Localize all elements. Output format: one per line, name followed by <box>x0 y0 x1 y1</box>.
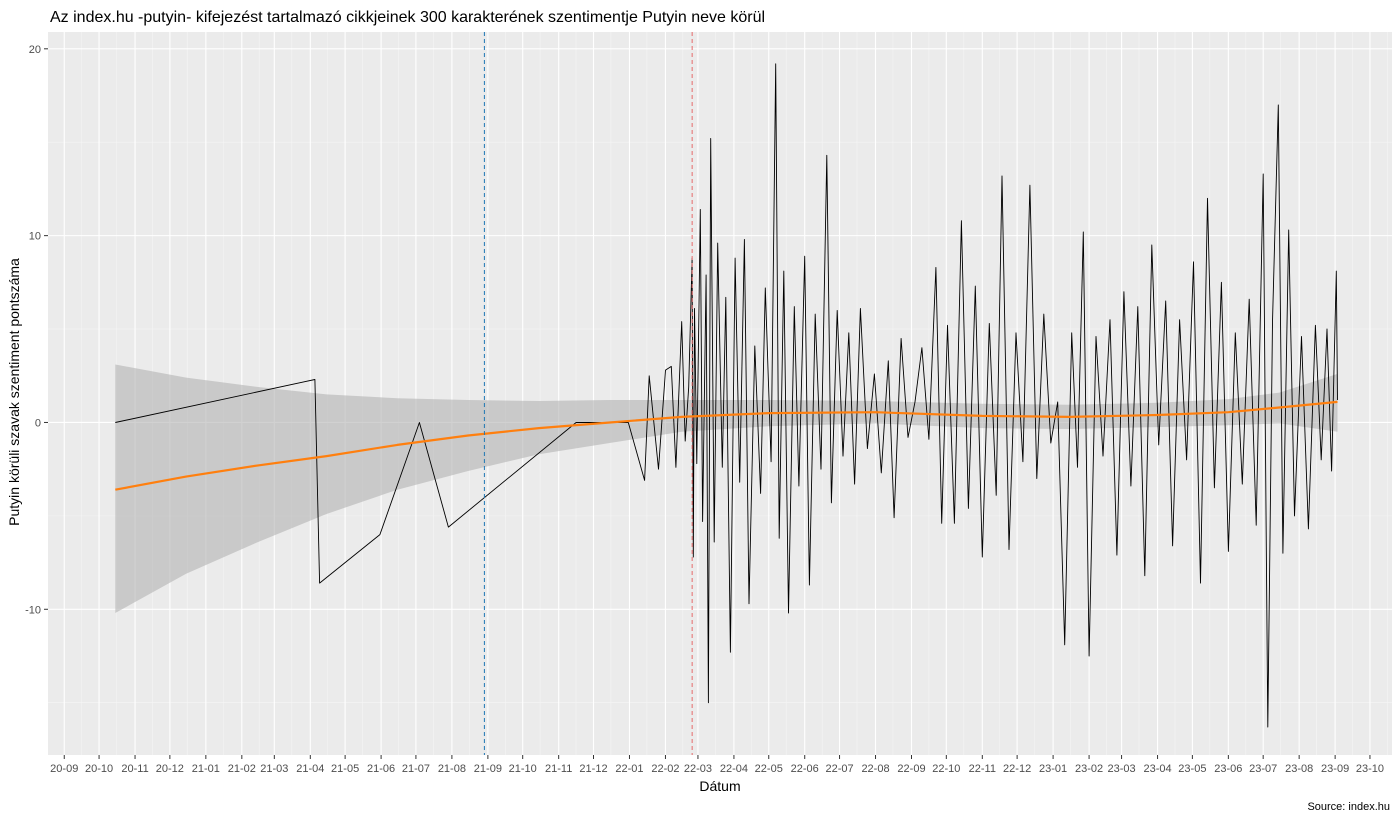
x-tick-label: 21-03 <box>260 763 288 775</box>
y-tick-label: -10 <box>25 604 41 616</box>
x-tick-label: 22-07 <box>825 763 853 775</box>
x-tick-label: 23-04 <box>1143 763 1171 775</box>
x-tick-label: 21-12 <box>579 763 607 775</box>
x-tick-label: 21-02 <box>228 763 256 775</box>
y-axis-title: Putyin körüli szavak szentiment pontszám… <box>6 258 22 526</box>
x-tick-label: 22-02 <box>651 763 679 775</box>
y-tick-label: 10 <box>29 231 41 243</box>
x-tick-label: 23-01 <box>1039 763 1067 775</box>
x-tick-label: 22-09 <box>897 763 925 775</box>
x-tick-label: 22-08 <box>861 763 889 775</box>
source-caption: Source: index.hu <box>1307 801 1390 813</box>
sentiment-series-line <box>115 63 1338 728</box>
x-tick-label: 20-09 <box>50 763 78 775</box>
x-tick-label: 22-01 <box>615 763 643 775</box>
smoothed-trend-line <box>115 400 1338 491</box>
x-tick-label: 23-05 <box>1178 763 1206 775</box>
x-tick-label: 23-02 <box>1075 763 1103 775</box>
y-tick-label: 0 <box>35 417 41 429</box>
x-tick-label: 23-08 <box>1285 763 1313 775</box>
x-tick-label: 21-09 <box>474 763 502 775</box>
x-tick-label: 23-07 <box>1249 763 1277 775</box>
x-tick-label: 22-03 <box>684 763 712 775</box>
x-tick-label: 21-06 <box>367 763 395 775</box>
x-tick-label: 21-07 <box>402 763 430 775</box>
x-tick-label: 21-04 <box>296 763 324 775</box>
x-tick-label: 22-12 <box>1003 763 1031 775</box>
x-tick-label: 22-04 <box>720 763 748 775</box>
chart-title: Az index.hu -putyin- kifejezést tartalma… <box>50 9 765 26</box>
reference-lines-layer <box>483 32 693 755</box>
x-tick-label: 20-10 <box>85 763 113 775</box>
x-tick-label: 21-08 <box>438 763 466 775</box>
x-tick-label: 23-06 <box>1214 763 1242 775</box>
x-tick-label: 23-09 <box>1321 763 1349 775</box>
series-layer <box>115 63 1338 728</box>
x-tick-label: 20-11 <box>121 763 148 775</box>
x-axis-title: Dátum <box>699 778 740 794</box>
x-axis-ticks: 20-09 20-10 20-11 20-12 21-01 21-02 21-03 21-04… <box>50 755 1384 775</box>
x-tick-label: 22-11 <box>969 763 996 775</box>
x-tick-label: 23-10 <box>1356 763 1384 775</box>
x-tick-label: 22-10 <box>932 763 960 775</box>
x-tick-label: 23-03 <box>1108 763 1136 775</box>
x-tick-label: 21-01 <box>192 763 220 775</box>
x-tick-label: 22-05 <box>755 763 783 775</box>
x-tick-label: 21-11 <box>545 763 572 775</box>
x-tick-label: 20-12 <box>156 763 184 775</box>
x-tick-label: 21-10 <box>509 763 537 775</box>
y-tick-label: 20 <box>29 44 41 56</box>
x-tick-label: 21-05 <box>331 763 359 775</box>
y-axis-ticks: -10 0 10 20 <box>25 44 48 616</box>
x-tick-label: 22-06 <box>791 763 819 775</box>
